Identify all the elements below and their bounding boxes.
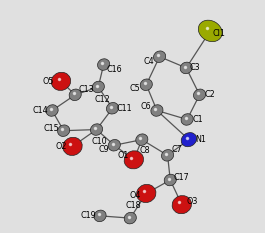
Ellipse shape bbox=[46, 105, 58, 116]
Text: C19: C19 bbox=[81, 211, 96, 220]
Text: C14: C14 bbox=[33, 106, 48, 115]
Text: Cl1: Cl1 bbox=[213, 29, 226, 38]
Ellipse shape bbox=[124, 212, 136, 224]
Text: C18: C18 bbox=[125, 201, 141, 210]
Ellipse shape bbox=[172, 195, 192, 214]
Text: O1: O1 bbox=[117, 151, 129, 160]
Ellipse shape bbox=[58, 125, 70, 137]
Ellipse shape bbox=[90, 124, 103, 135]
Text: C5: C5 bbox=[129, 84, 140, 93]
Text: C15: C15 bbox=[43, 124, 59, 133]
Ellipse shape bbox=[181, 133, 197, 147]
Text: C17: C17 bbox=[174, 173, 190, 182]
Text: O3: O3 bbox=[187, 197, 198, 206]
Text: O2: O2 bbox=[55, 142, 67, 151]
Text: O4: O4 bbox=[129, 191, 140, 200]
Ellipse shape bbox=[92, 81, 104, 93]
Text: C3: C3 bbox=[190, 63, 200, 72]
Ellipse shape bbox=[153, 51, 166, 62]
Text: C8: C8 bbox=[139, 146, 150, 155]
Text: C16: C16 bbox=[107, 65, 122, 74]
Text: N1: N1 bbox=[195, 135, 206, 144]
Ellipse shape bbox=[193, 89, 206, 101]
Ellipse shape bbox=[151, 105, 163, 116]
Ellipse shape bbox=[63, 137, 82, 155]
Ellipse shape bbox=[69, 89, 81, 101]
Text: O5: O5 bbox=[43, 77, 54, 86]
Ellipse shape bbox=[136, 184, 156, 202]
Ellipse shape bbox=[98, 59, 110, 70]
Text: C6: C6 bbox=[141, 102, 152, 110]
Text: C2: C2 bbox=[205, 90, 216, 99]
Ellipse shape bbox=[108, 140, 120, 151]
Text: C7: C7 bbox=[172, 145, 183, 154]
Text: C9: C9 bbox=[98, 145, 109, 154]
Ellipse shape bbox=[181, 114, 193, 125]
Text: C13: C13 bbox=[78, 85, 94, 94]
Text: C11: C11 bbox=[116, 104, 132, 113]
Ellipse shape bbox=[180, 62, 192, 74]
Ellipse shape bbox=[164, 174, 176, 186]
Ellipse shape bbox=[51, 72, 71, 90]
Text: C4: C4 bbox=[144, 57, 154, 66]
Ellipse shape bbox=[198, 20, 222, 42]
Ellipse shape bbox=[136, 134, 148, 145]
Text: C1: C1 bbox=[192, 115, 203, 124]
Ellipse shape bbox=[94, 210, 106, 222]
Ellipse shape bbox=[107, 103, 118, 114]
Ellipse shape bbox=[124, 151, 144, 169]
Text: C12: C12 bbox=[95, 95, 111, 104]
Ellipse shape bbox=[162, 150, 174, 161]
Text: C10: C10 bbox=[91, 137, 107, 146]
Ellipse shape bbox=[140, 79, 152, 90]
